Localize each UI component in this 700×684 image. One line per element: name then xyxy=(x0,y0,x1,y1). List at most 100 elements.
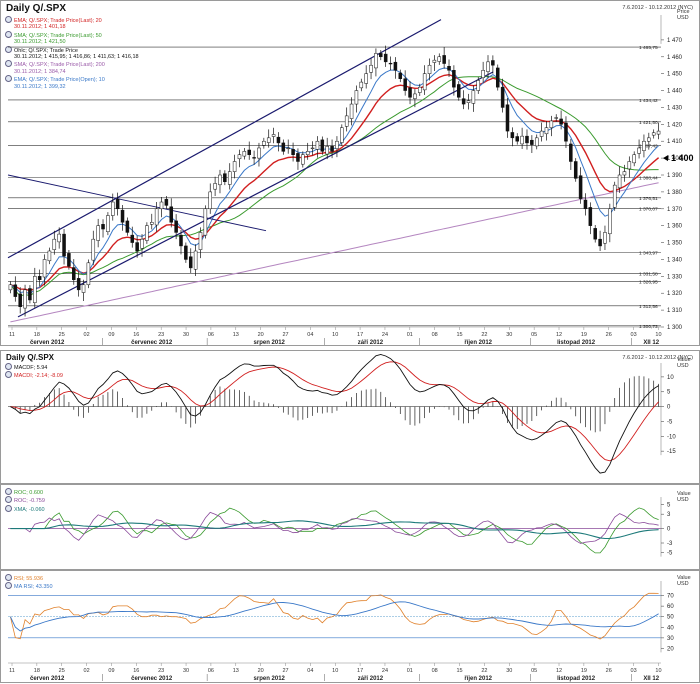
rsi-day-label: 30 xyxy=(183,668,189,674)
legend-entry[interactable]: SMA; Q/.SPX; Trade Price(Last); 50 xyxy=(5,30,139,39)
level-label: 1 343,97 xyxy=(639,251,658,257)
candle-body xyxy=(223,173,227,183)
legend-entry[interactable]: XMA; -0.060 xyxy=(5,504,45,513)
rsi-legend: RSI; 55.936 MA RSI; 43.350 xyxy=(5,574,53,591)
legend-toggle-icon[interactable] xyxy=(5,75,12,83)
candle-body xyxy=(656,130,661,135)
candle-body xyxy=(637,147,641,154)
macd-axis-header: Value xyxy=(677,357,691,363)
candle-body xyxy=(242,151,247,157)
price-day-label: 08 xyxy=(432,332,438,338)
candle-body xyxy=(237,154,242,160)
legend-entry[interactable]: EMA; Q/.SPX; Trade Price(Last); 20 xyxy=(5,16,139,24)
macd-y-tick-label: 5 xyxy=(667,390,671,396)
candle-body xyxy=(461,98,466,105)
legend-label: RSI; 55.936 xyxy=(14,576,44,582)
roc-line-2 xyxy=(10,511,659,544)
candle-body xyxy=(23,289,27,309)
rsi-month-label: září 2012 xyxy=(358,676,384,682)
price-day-label: 30 xyxy=(183,332,189,338)
legend-toggle-icon[interactable] xyxy=(5,371,12,379)
legend-entry[interactable]: RSI; 55.936 xyxy=(5,574,53,582)
candle-body xyxy=(76,278,81,291)
price-chart-title: Daily Q/.SPX xyxy=(6,3,67,14)
candle-body xyxy=(520,135,524,145)
candle-body xyxy=(432,59,437,63)
price-month-label: září 2012 xyxy=(358,340,384,346)
legend-entry[interactable]: MACDI; -2.14; -8.09 xyxy=(5,371,63,379)
candle-body xyxy=(174,220,178,233)
legend-entry[interactable]: MA RSI; 43.350 xyxy=(5,582,53,590)
rsi-line xyxy=(10,592,659,640)
rsi-day-label: 04 xyxy=(307,668,313,674)
candle-body xyxy=(515,136,520,142)
legend-entry[interactable]: SMA; Q/.SPX; Trade Price(Last); 200 xyxy=(5,60,139,68)
price-y-tick-label: 1 430 xyxy=(667,105,683,111)
candle-body xyxy=(62,233,66,257)
candle-body xyxy=(651,132,656,136)
candle-body xyxy=(115,199,120,210)
rsi-month-label: listopad 2012 xyxy=(557,676,596,682)
candle-body xyxy=(642,140,646,151)
rsi-y-tick-label: 30 xyxy=(667,636,674,642)
legend-toggle-icon[interactable] xyxy=(5,363,12,370)
legend-toggle-icon[interactable] xyxy=(5,488,12,495)
legend-toggle-icon[interactable] xyxy=(5,60,12,68)
price-day-label: 24 xyxy=(382,332,388,338)
price-month-label: říjen 2012 xyxy=(464,340,492,346)
price-day-label: 25 xyxy=(59,332,65,338)
legend-toggle-icon[interactable] xyxy=(5,504,12,512)
candle-body xyxy=(559,118,563,125)
candle-body xyxy=(198,232,203,250)
candle-body xyxy=(101,224,105,230)
legend-label: SMA; Q/.SPX; Trade Price(Last); 50 xyxy=(14,32,102,39)
macd-signal-line xyxy=(10,361,659,462)
channel-upper-line xyxy=(7,19,442,259)
price-day-label: 20 xyxy=(258,332,264,338)
legend-entry[interactable]: ROC; -0.759 xyxy=(5,496,45,504)
legend-value: 30.11.2012; 1 384,74 xyxy=(14,68,66,75)
legend-entry[interactable]: MACDF; 5.94 xyxy=(5,363,63,371)
candle-body xyxy=(481,70,485,78)
candle-body xyxy=(96,225,100,241)
legend-toggle-icon[interactable] xyxy=(5,582,12,590)
channel-lower-line xyxy=(17,71,494,318)
macd-y-tick-label: 10 xyxy=(667,375,674,381)
candle-body xyxy=(257,147,261,159)
candle-body xyxy=(340,127,344,143)
price-y-tick-label: 1 400 xyxy=(667,156,683,162)
candle-body xyxy=(525,135,529,144)
candle-body xyxy=(471,90,476,104)
legend-toggle-icon[interactable] xyxy=(5,30,12,38)
candle-body xyxy=(354,90,359,105)
level-label: 1 331,58 xyxy=(639,272,658,278)
legend-entry[interactable]: Ohlc; Q/.SPX; Trade Price xyxy=(5,45,139,54)
candle-body xyxy=(28,288,32,301)
candle-body xyxy=(169,206,174,223)
legend-entry[interactable]: ROC; 0.600 xyxy=(5,488,45,496)
candle-body xyxy=(179,234,183,247)
rsi-day-label: 06 xyxy=(208,668,214,674)
candle-body xyxy=(457,84,461,98)
candle-body xyxy=(42,259,47,278)
legend-toggle-icon[interactable] xyxy=(5,16,12,23)
candle-body xyxy=(330,146,334,152)
legend-toggle-icon[interactable] xyxy=(5,574,12,581)
price-y-tick-label: 1 310 xyxy=(667,308,683,314)
rsi-day-label: 26 xyxy=(606,668,612,674)
candle-body xyxy=(203,208,208,236)
candle-body xyxy=(67,253,71,267)
candle-body xyxy=(72,267,76,280)
legend-toggle-icon[interactable] xyxy=(5,496,12,504)
legend-entry[interactable]: EMA; Q/.SPX; Trade Price(Open); 10 xyxy=(5,75,139,83)
price-chart[interactable]: 1 465,751 434,421 421,501 407,421 388,44… xyxy=(1,1,700,347)
legend-label: ROC; 0.600 xyxy=(14,490,44,496)
legend-label: XMA; -0.060 xyxy=(14,506,45,513)
candle-body xyxy=(530,139,534,145)
rsi-day-label: 08 xyxy=(432,668,438,674)
legend-toggle-icon[interactable] xyxy=(5,45,12,53)
candle-body xyxy=(57,233,61,243)
